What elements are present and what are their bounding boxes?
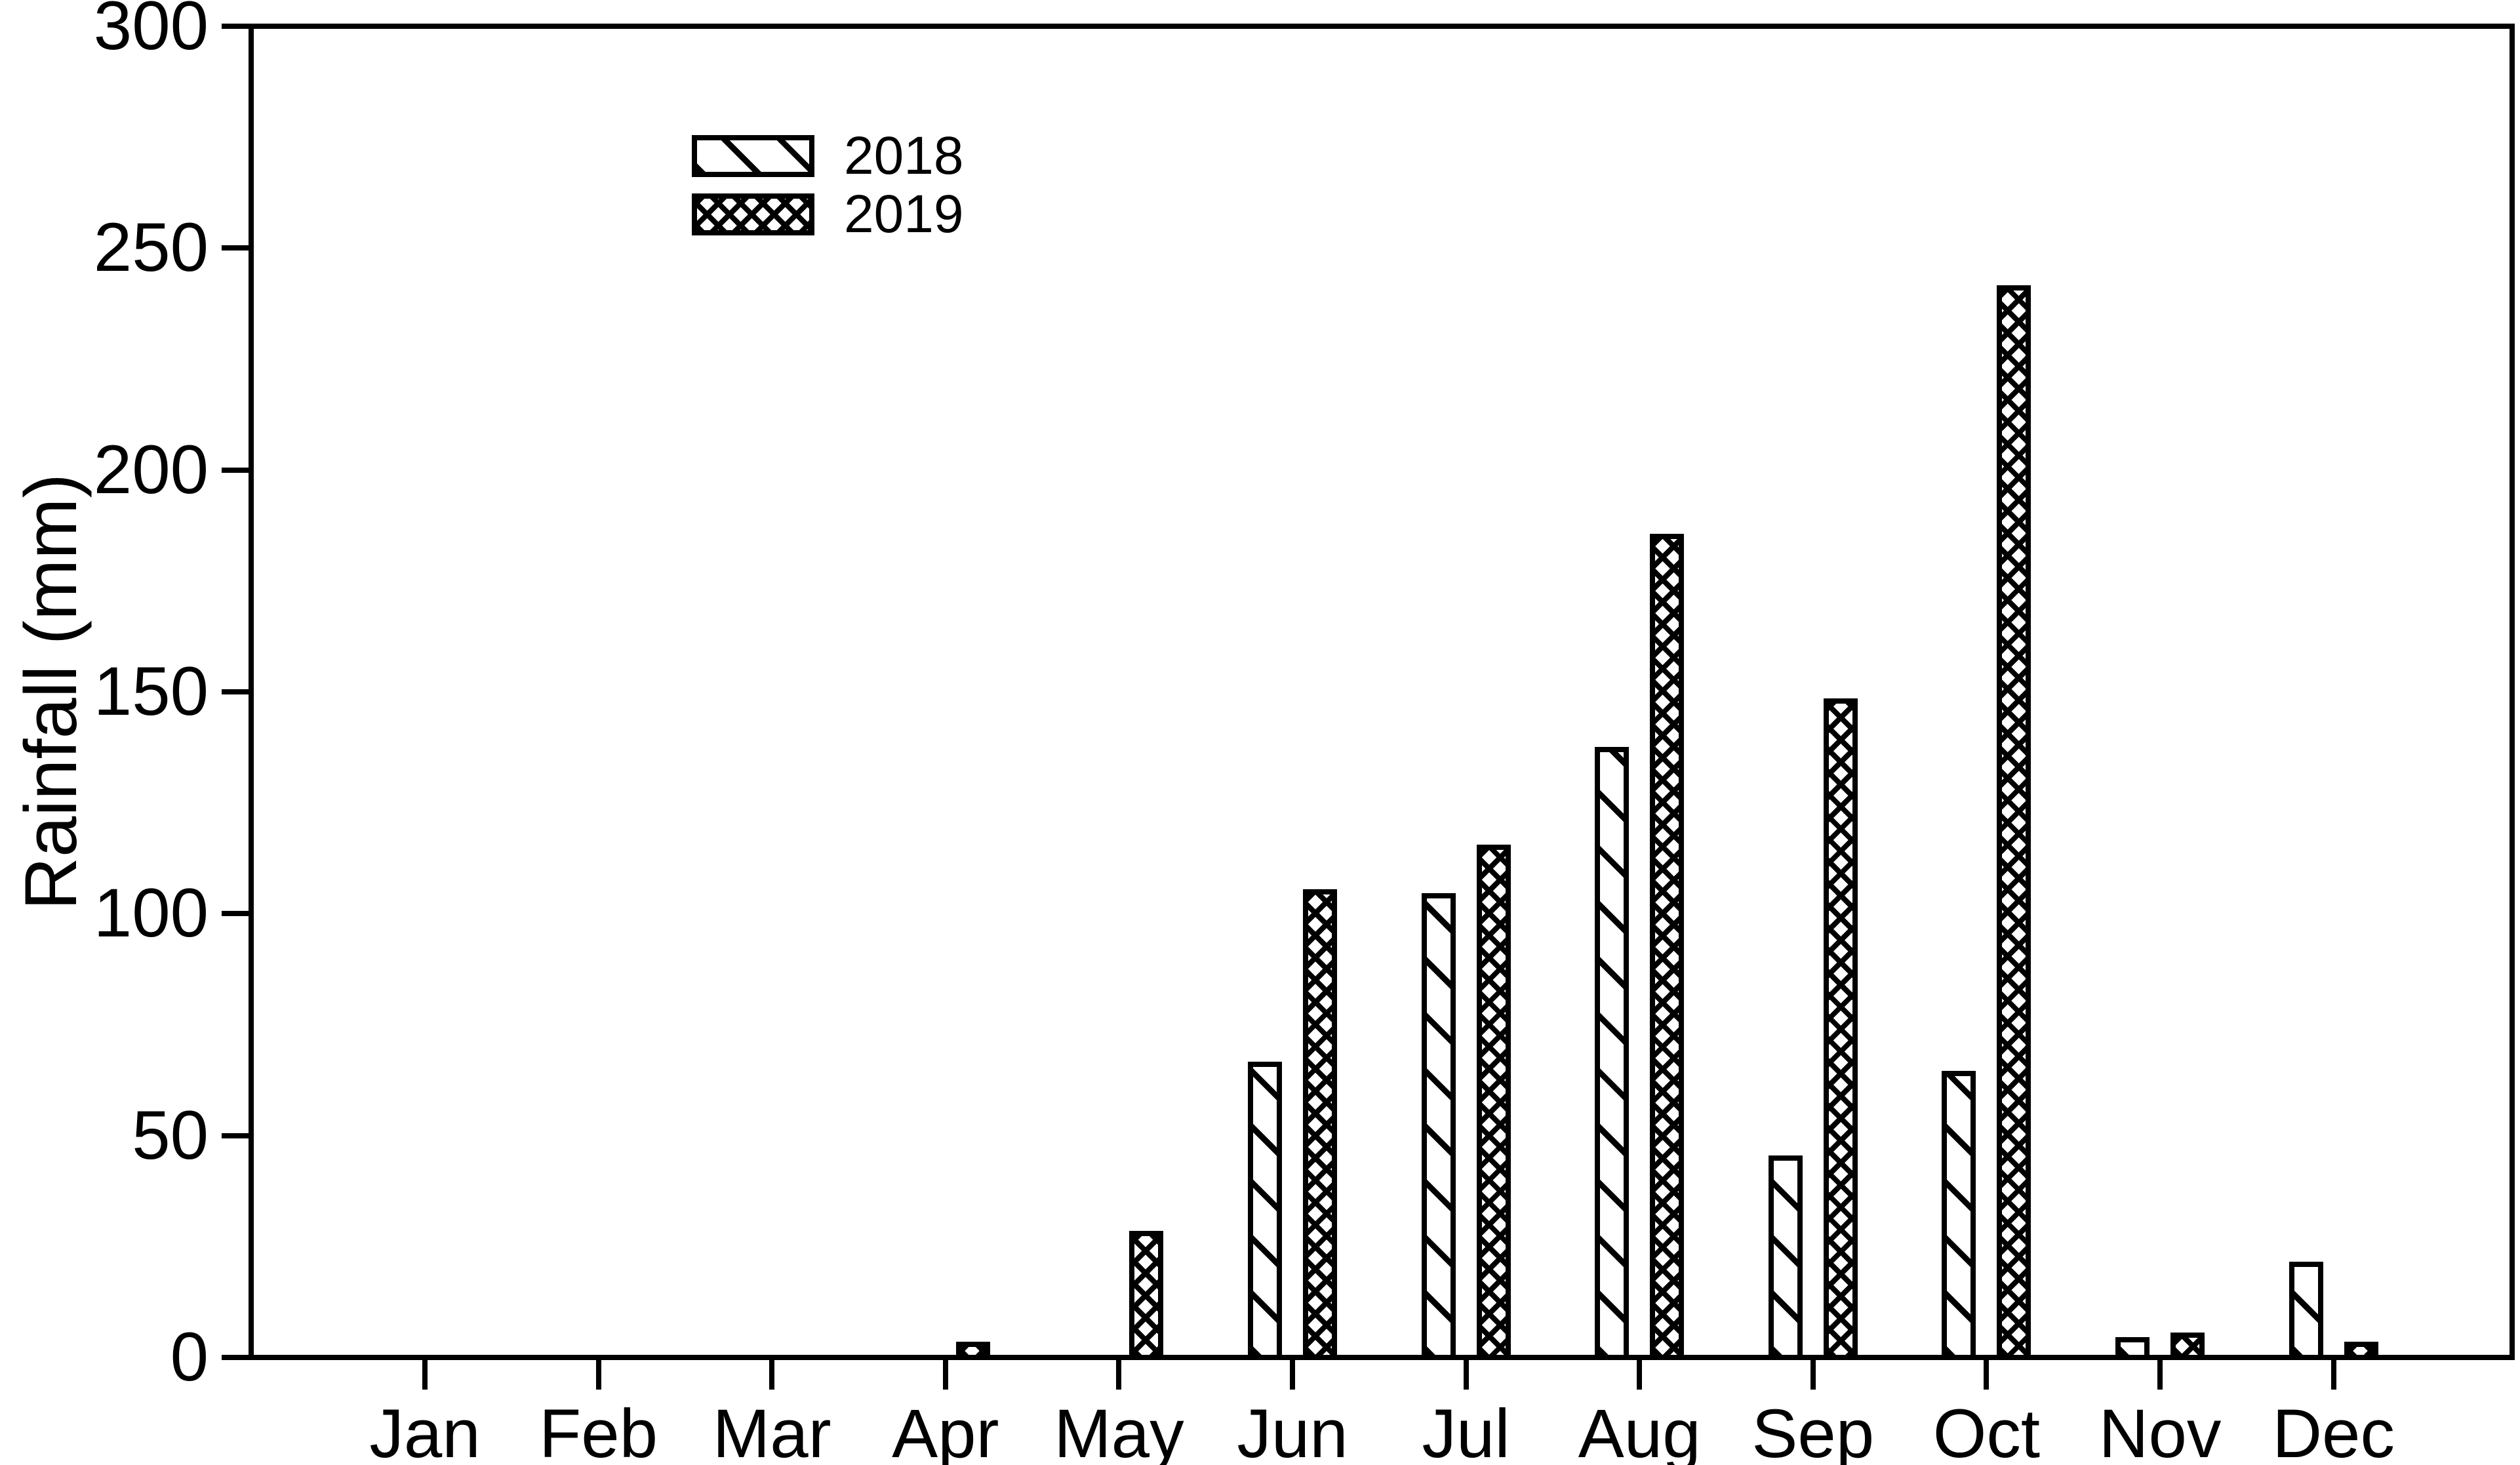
bar-2019-Sep <box>1823 698 1858 1360</box>
x-tick-Sep <box>1810 1360 1816 1390</box>
bar-2019-Nov <box>2170 1333 2205 1360</box>
legend-swatch-2018-hatch-icon <box>692 135 814 177</box>
y-tick-label-250: 250 <box>93 209 209 287</box>
bar-2018-Dec <box>2289 1261 2323 1360</box>
legend-item-2018: 2018 <box>692 126 964 186</box>
x-tick-label-Jun: Jun <box>1237 1395 1348 1465</box>
x-tick-label-Jul: Jul <box>1422 1395 1510 1465</box>
x-tick-May <box>1116 1360 1122 1390</box>
legend-swatch-2019-crosshatch-icon <box>692 193 814 235</box>
right-spine <box>2510 24 2515 1360</box>
y-tick-250 <box>222 245 251 251</box>
y-tick-50 <box>222 1133 251 1138</box>
legend-label-2019: 2019 <box>844 184 964 244</box>
x-tick-label-Apr: Apr <box>892 1395 999 1465</box>
bar-2019-May <box>1129 1230 1164 1360</box>
bar-2018-Nov <box>2115 1336 2150 1360</box>
x-tick-Aug <box>1637 1360 1643 1390</box>
bar-2018-Jun <box>1248 1062 1282 1360</box>
y-tick-label-0: 0 <box>170 1319 209 1395</box>
bar-2019-Jul <box>1476 844 1511 1360</box>
x-tick-Jul <box>1463 1360 1469 1390</box>
x-tick-Oct <box>1984 1360 1990 1390</box>
x-tick-label-Dec: Dec <box>2272 1395 2395 1465</box>
x-tick-label-Mar: Mar <box>712 1395 831 1465</box>
bar-2018-Oct <box>1942 1070 1976 1360</box>
bar-2018-Jul <box>1421 893 1456 1360</box>
bar-2019-Jun <box>1303 889 1337 1360</box>
x-tick-label-May: May <box>1054 1395 1184 1465</box>
x-tick-label-Sep: Sep <box>1751 1395 1875 1465</box>
y-axis-left-spine <box>249 24 254 1360</box>
y-tick-label-200: 200 <box>93 431 209 508</box>
y-tick-label-50: 50 <box>132 1096 209 1174</box>
y-tick-200 <box>222 467 251 473</box>
legend-label-2018: 2018 <box>844 126 964 186</box>
top-spine <box>249 24 2515 29</box>
x-tick-label-Jan: Jan <box>369 1395 481 1465</box>
y-tick-300 <box>222 24 251 29</box>
bar-2019-Dec <box>2344 1341 2378 1360</box>
x-tick-label-Oct: Oct <box>1932 1395 2041 1465</box>
x-tick-Mar <box>769 1360 775 1390</box>
bar-2018-Aug <box>1595 746 1630 1360</box>
y-tick-label-300: 300 <box>93 0 209 64</box>
x-tick-label-Nov: Nov <box>2098 1395 2222 1465</box>
x-tick-Apr <box>942 1360 948 1390</box>
x-tick-label-Feb: Feb <box>539 1395 658 1465</box>
x-tick-label-Aug: Aug <box>1578 1395 1701 1465</box>
bar-2018-Sep <box>1768 1155 1803 1360</box>
y-tick-label-150: 150 <box>93 653 209 730</box>
y-tick-100 <box>222 911 251 917</box>
y-tick-label-100: 100 <box>93 875 209 952</box>
bar-2019-Apr <box>955 1341 990 1360</box>
x-tick-Feb <box>595 1360 601 1390</box>
x-tick-Jan <box>422 1360 428 1390</box>
x-tick-Nov <box>2157 1360 2163 1390</box>
y-tick-0 <box>222 1355 251 1360</box>
x-axis-bottom-spine <box>249 1355 2515 1360</box>
bar-2019-Aug <box>1650 534 1685 1360</box>
legend: 2018 2019 <box>692 126 964 252</box>
x-tick-Jun <box>1290 1360 1295 1390</box>
y-tick-150 <box>222 689 251 694</box>
bar-2019-Oct <box>1997 285 2031 1360</box>
legend-item-2019: 2019 <box>692 184 964 244</box>
x-tick-Dec <box>2330 1360 2336 1390</box>
